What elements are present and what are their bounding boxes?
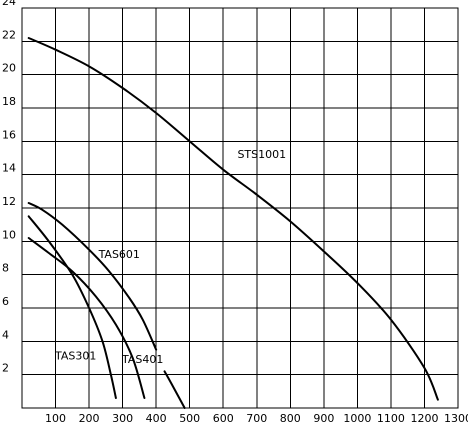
y-tick-label: 2 (2, 362, 9, 375)
x-tick-label: 1300 (444, 412, 468, 425)
x-tick-label: 800 (280, 412, 301, 425)
y-tick-label: 20 (2, 62, 16, 75)
x-tick-label: 900 (313, 412, 334, 425)
grid (21, 7, 459, 409)
curve-tas401 (163, 370, 186, 409)
y-tick-label: 10 (2, 228, 16, 241)
y-tick-label: 14 (2, 162, 16, 175)
y-tick-label: 18 (2, 95, 16, 108)
y-tick-label: 16 (2, 128, 16, 141)
x-tick-label: 100 (45, 412, 66, 425)
x-tick-label: 700 (246, 412, 267, 425)
curve-tas301 (27, 215, 117, 399)
series-label-sts1001: STS1001 (237, 148, 286, 161)
x-tick-label: 400 (146, 412, 167, 425)
x-tick-label: 300 (112, 412, 133, 425)
x-tick-label: 600 (213, 412, 234, 425)
y-tick-label: 24 (2, 0, 16, 8)
curve-tas401 (27, 237, 146, 399)
plot-frame (21, 7, 459, 409)
y-tick-label: 4 (2, 328, 9, 341)
y-tick-label: 22 (2, 28, 16, 41)
x-tick-label: 1100 (377, 412, 405, 425)
x-tick-label: 500 (179, 412, 200, 425)
y-tick-label: 8 (2, 262, 9, 275)
y-tick-label: 12 (2, 195, 16, 208)
series-curves (27, 37, 439, 409)
series-label-tas401: TAS401 (121, 353, 163, 366)
x-tick-label: 1000 (343, 412, 371, 425)
x-tick-label: 200 (79, 412, 100, 425)
series-label-tas301: TAS301 (54, 350, 96, 363)
series-labels: STS1001 TAS601 TAS401 TAS301 (54, 148, 286, 366)
y-tick-label: 6 (2, 295, 9, 308)
curve-tas601 (27, 202, 158, 351)
curve-sts1001 (27, 37, 439, 401)
series-label-tas601: TAS601 (98, 248, 140, 261)
x-tick-label: 1200 (410, 412, 438, 425)
